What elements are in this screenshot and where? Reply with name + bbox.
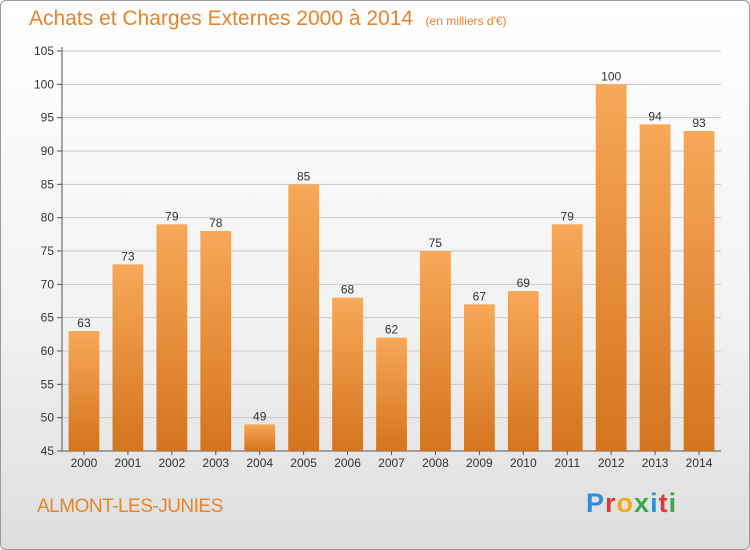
logo-letter: i [650, 488, 659, 518]
y-tick-label: 75 [41, 244, 55, 258]
logo-letter: t [658, 488, 669, 518]
data-label: 69 [517, 276, 531, 290]
x-tick-label: 2001 [115, 456, 142, 470]
y-tick-label: 70 [41, 277, 55, 291]
x-tick-label: 2004 [246, 456, 273, 470]
x-tick-label: 2011 [554, 456, 580, 470]
logo-letter: o [616, 488, 635, 518]
bar-2002 [156, 224, 188, 451]
bar-2007 [376, 337, 407, 451]
data-label: 100 [601, 69, 621, 83]
bar-2000 [68, 331, 100, 451]
chart-title: Achats et Charges Externes 2000 à 2014 (… [29, 7, 507, 31]
data-label: 73 [121, 249, 135, 263]
x-tick-label: 2008 [422, 456, 449, 470]
y-tick-label: 45 [41, 444, 55, 458]
data-label: 49 [253, 409, 267, 423]
logo-letter: i [668, 488, 678, 518]
bar-2004 [244, 424, 276, 451]
y-tick-label: 85 [41, 177, 55, 191]
y-tick-label: 90 [41, 144, 55, 158]
y-tick-label: 80 [41, 211, 55, 225]
x-tick-label: 2013 [642, 456, 669, 470]
data-label: 78 [209, 216, 223, 230]
data-label: 94 [648, 109, 662, 123]
data-label: 67 [473, 289, 487, 303]
bar-2001 [112, 264, 144, 451]
x-tick-label: 2012 [598, 456, 625, 470]
data-label: 63 [77, 316, 91, 330]
x-tick-label: 2002 [158, 456, 185, 470]
x-tick-label: 2009 [466, 456, 493, 470]
data-label: 79 [561, 209, 575, 223]
y-tick-label: 95 [41, 111, 55, 125]
bar-2006 [332, 297, 363, 451]
x-tick-label: 2000 [71, 456, 98, 470]
data-label: 85 [297, 169, 311, 183]
bar-2008 [420, 251, 451, 451]
y-tick-label: 55 [41, 377, 55, 391]
data-label: 79 [165, 209, 179, 223]
bar-2014 [683, 131, 715, 451]
commune-name: ALMONT-LES-JUNIES [37, 496, 223, 517]
x-tick-label: 2005 [290, 456, 317, 470]
x-tick-label: 2007 [378, 456, 405, 470]
bar-2010 [507, 291, 539, 451]
data-label: 93 [692, 116, 706, 130]
bar-2011 [551, 224, 583, 451]
title-main: Achats et Charges Externes 2000 à 2014 [29, 7, 414, 30]
y-tick-label: 50 [41, 411, 55, 425]
x-tick-label: 2014 [686, 456, 713, 470]
bar-2013 [639, 124, 671, 451]
y-tick-label: 65 [41, 311, 55, 325]
labels: 45 50 55 60 65 70 75 80 85 90 95 100 105 63 2000 73 2001… [34, 44, 713, 470]
x-tick-label: 2010 [510, 456, 537, 470]
data-label: 62 [385, 323, 399, 337]
x-tick-label: 2003 [202, 456, 229, 470]
bars [68, 84, 715, 452]
logo-letter: P [586, 488, 606, 518]
proxiti-logo: Proxiti [586, 488, 677, 519]
y-tick-label: 100 [34, 77, 54, 91]
data-label: 75 [429, 236, 443, 250]
bar-2005 [288, 184, 320, 452]
y-tick-label: 105 [34, 44, 54, 58]
logo-letter: r [605, 488, 617, 518]
logo-letter: x [634, 488, 651, 518]
data-label: 68 [341, 283, 355, 297]
y-tick-label: 60 [41, 344, 55, 358]
bar-2003 [200, 231, 232, 451]
bar-2012 [595, 84, 627, 451]
x-tick-label: 2006 [334, 456, 361, 470]
bar-2009 [463, 304, 495, 451]
title-unit: (en milliers d'€) [425, 14, 507, 28]
